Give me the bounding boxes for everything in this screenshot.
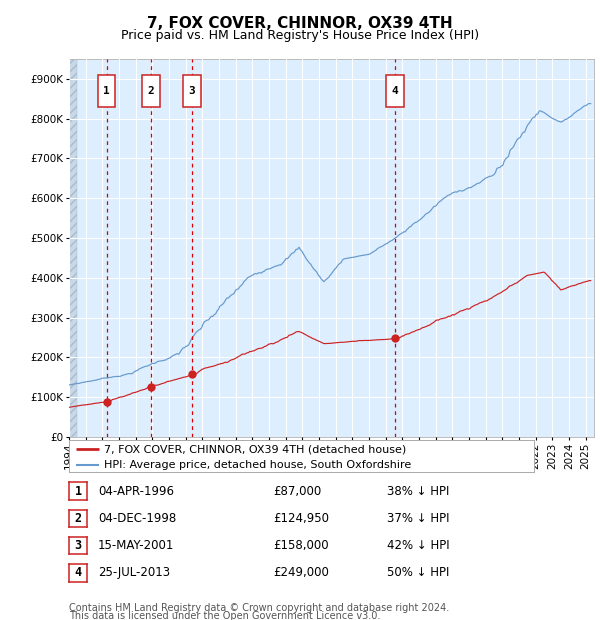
FancyBboxPatch shape: [142, 75, 160, 107]
Text: 4: 4: [392, 86, 398, 95]
Text: 50% ↓ HPI: 50% ↓ HPI: [387, 567, 449, 579]
Text: 3: 3: [74, 539, 82, 552]
Text: 4: 4: [74, 567, 82, 579]
Text: 3: 3: [188, 86, 195, 95]
Text: £158,000: £158,000: [273, 539, 329, 552]
Text: 1: 1: [74, 485, 82, 497]
Text: 04-APR-1996: 04-APR-1996: [98, 485, 174, 497]
Text: 1: 1: [103, 86, 110, 95]
FancyBboxPatch shape: [98, 75, 115, 107]
Text: Price paid vs. HM Land Registry's House Price Index (HPI): Price paid vs. HM Land Registry's House …: [121, 29, 479, 42]
Text: 7, FOX COVER, CHINNOR, OX39 4TH (detached house): 7, FOX COVER, CHINNOR, OX39 4TH (detache…: [104, 444, 406, 454]
Text: 04-DEC-1998: 04-DEC-1998: [98, 512, 176, 525]
Bar: [69, 59, 77, 437]
Text: 42% ↓ HPI: 42% ↓ HPI: [387, 539, 449, 552]
Text: 2: 2: [148, 86, 154, 95]
Text: Contains HM Land Registry data © Crown copyright and database right 2024.: Contains HM Land Registry data © Crown c…: [69, 603, 449, 613]
Text: 38% ↓ HPI: 38% ↓ HPI: [387, 485, 449, 497]
Text: £87,000: £87,000: [273, 485, 321, 497]
FancyBboxPatch shape: [386, 75, 404, 107]
Text: 25-JUL-2013: 25-JUL-2013: [98, 567, 170, 579]
Text: This data is licensed under the Open Government Licence v3.0.: This data is licensed under the Open Gov…: [69, 611, 380, 620]
Text: 2: 2: [74, 512, 82, 525]
Text: £124,950: £124,950: [273, 512, 329, 525]
Text: 15-MAY-2001: 15-MAY-2001: [98, 539, 174, 552]
FancyBboxPatch shape: [183, 75, 200, 107]
Text: 37% ↓ HPI: 37% ↓ HPI: [387, 512, 449, 525]
Text: HPI: Average price, detached house, South Oxfordshire: HPI: Average price, detached house, Sout…: [104, 460, 411, 471]
Text: 7, FOX COVER, CHINNOR, OX39 4TH: 7, FOX COVER, CHINNOR, OX39 4TH: [147, 16, 453, 31]
Text: £249,000: £249,000: [273, 567, 329, 579]
